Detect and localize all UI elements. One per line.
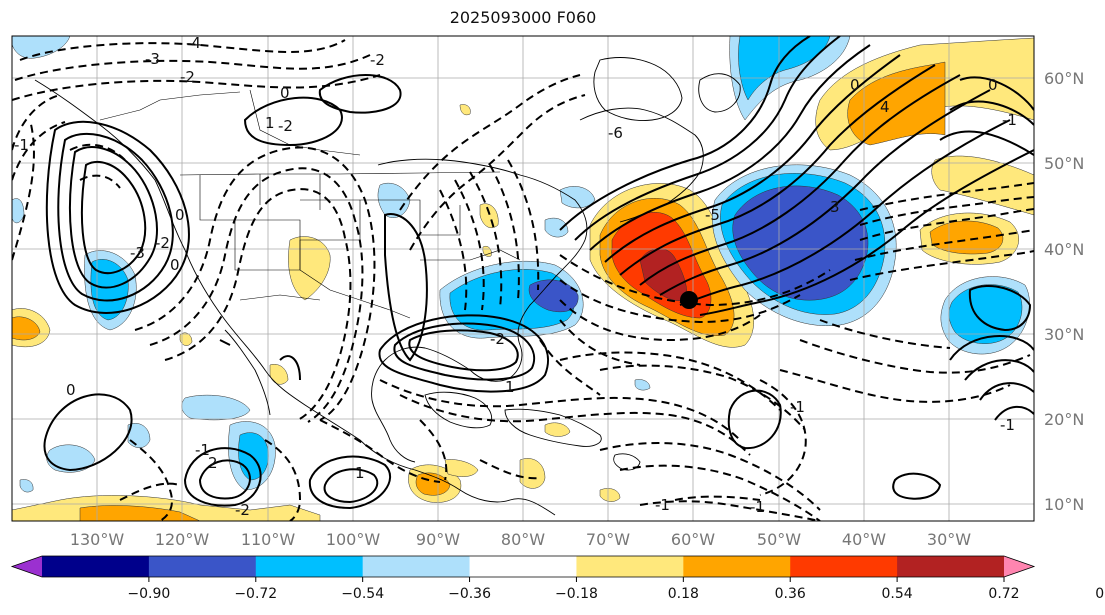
contour-label: 3: [830, 198, 840, 216]
colorbar-segment: [576, 556, 684, 577]
contour-label: -1: [195, 441, 210, 459]
lon-label-90w: 90°W: [416, 530, 460, 549]
colorbar-segment: [42, 556, 150, 577]
coastlines: [34, 57, 741, 516]
colorbar-tick-label: −0.72: [234, 586, 277, 602]
contour-label: -4: [186, 34, 201, 52]
colorbar-outline: [10, 555, 1036, 578]
contour-label: -2: [278, 117, 293, 135]
contour-label: -2: [490, 330, 505, 348]
map-frame: [11, 35, 1035, 522]
contour-label: 0: [170, 256, 180, 274]
colorbar-tick-label: 0.90: [1095, 586, 1105, 602]
dashed-contours: [12, 39, 1034, 521]
contour-label: 1: [505, 378, 515, 396]
lon-label-70w: 70°W: [586, 530, 630, 549]
map-title: 2025093000 F060: [449, 8, 597, 27]
lat-label-20n: 20°N: [1044, 410, 1084, 429]
contour-label: 0: [66, 381, 76, 399]
colorbar-tick-label: 0.18: [668, 586, 699, 602]
colorbar-tick-label: 0.54: [882, 586, 913, 602]
map-plot-area: -4 -3 -2 -2 0 -2 -6 -1 0 -2 0 -3 2 -1 1 …: [12, 34, 1034, 521]
colorbar-segment: [255, 556, 364, 577]
colorbar-segment: [683, 556, 791, 577]
lon-label-130w: 130°W: [70, 530, 125, 549]
contour-label: -2: [180, 68, 195, 86]
cyclone-center-marker: [680, 291, 698, 309]
lon-label-110w: 110°W: [241, 530, 296, 549]
colorbar-tick-label: −0.54: [341, 586, 384, 602]
lon-label-100w: 100°W: [326, 530, 381, 549]
contour-label: -1: [750, 498, 765, 516]
colorbar-segment: [897, 556, 1005, 577]
colorbar-segment: [362, 556, 471, 577]
contour-label: -1: [14, 136, 29, 154]
longitude-labels: 130°W 120°W 110°W 100°W 90°W 80°W 70°W 6…: [70, 530, 971, 549]
lat-label-30n: 30°N: [1044, 325, 1084, 344]
contour-label: 1: [355, 464, 365, 482]
contour-label: 0: [175, 206, 185, 224]
colorbar-segment: [469, 556, 577, 577]
lon-label-60w: 60°W: [671, 530, 715, 549]
lat-label-50n: 50°N: [1044, 154, 1084, 173]
lat-lon-grid: [12, 36, 1034, 521]
lon-label-80w: 80°W: [501, 530, 545, 549]
contour-label: -1: [1000, 416, 1015, 434]
colorbar: −0.90 −0.72 −0.54 −0.36 −0.18 0.18 0.36 0.54 0.7…: [10, 555, 1105, 602]
contour-label: -1: [655, 496, 670, 514]
contour-label: -5: [705, 206, 720, 224]
contour-label: 1: [265, 114, 275, 132]
contour-label: 4: [880, 98, 890, 116]
colorbar-tick-label: 0.36: [775, 586, 806, 602]
colorbar-tick-label: −0.18: [555, 586, 598, 602]
lon-label-40w: 40°W: [842, 530, 886, 549]
colorbar-tick-label: −0.90: [127, 586, 170, 602]
shaded-anomalies: [12, 36, 1034, 521]
lon-label-50w: 50°W: [757, 530, 801, 549]
lat-label-40n: 40°N: [1044, 240, 1084, 259]
contour-label: -2: [235, 501, 250, 519]
lat-label-10n: 10°N: [1044, 495, 1084, 514]
latitude-labels: 60°N 50°N 40°N 30°N 20°N 10°N: [1044, 69, 1084, 514]
colorbar-extend-max: [1004, 556, 1034, 577]
contour-label: -1: [790, 398, 805, 416]
contour-label: 0: [850, 76, 860, 94]
lat-label-60n: 60°N: [1044, 69, 1084, 88]
colorbar-tick-label: −0.36: [448, 586, 491, 602]
lon-label-30w: 30°W: [927, 530, 971, 549]
contour-label: -3: [145, 50, 160, 68]
contour-label: -6: [608, 124, 623, 142]
contour-label: -2: [370, 51, 385, 69]
contour-label: 0: [988, 76, 998, 94]
colorbar-tick-label: 0.72: [988, 586, 1019, 602]
contour-labels: -4 -3 -2 -2 0 -2 -6 -1 0 -2 0 -3 2 -1 1 …: [14, 34, 1017, 519]
colorbar-segment: [148, 556, 257, 577]
contour-label: -3: [130, 244, 145, 262]
solid-contours: [43, 36, 1034, 510]
contour-label: 2: [208, 454, 218, 472]
colorbar-segment: [790, 556, 898, 577]
contour-label: 0: [280, 84, 290, 102]
contour-label: -1: [1002, 111, 1017, 129]
contour-label: -2: [155, 234, 170, 252]
colorbar-extend-min: [12, 556, 42, 577]
lon-label-120w: 120°W: [155, 530, 210, 549]
